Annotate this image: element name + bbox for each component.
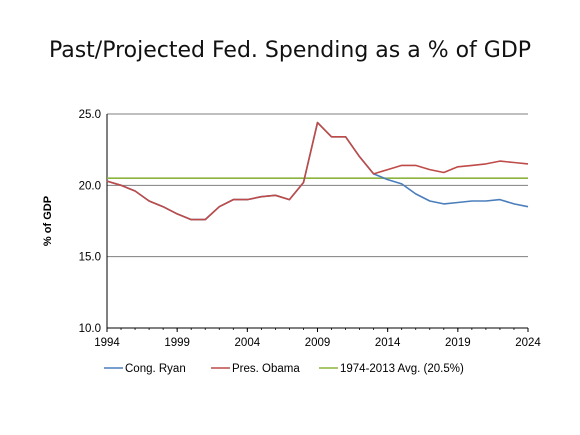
chart-title: Past/Projected Fed. Spending as a % of G… — [48, 38, 532, 63]
x-tick-label: 2009 — [305, 337, 331, 349]
x-tick-label: 1994 — [94, 337, 120, 349]
x-tick-label: 2024 — [515, 337, 541, 349]
x-tick-labels: 1994 1999 2004 2009 2014 2019 2024 — [94, 337, 541, 349]
y-axis-label: % of GDP — [42, 196, 54, 246]
x-tick-label: 2019 — [445, 337, 471, 349]
x-tick-label: 1999 — [164, 337, 190, 349]
x-tick-label: 2004 — [235, 337, 261, 349]
legend-label: Pres. Obama — [232, 363, 300, 375]
series-line-0 — [106, 121, 529, 221]
series-line-1 — [106, 121, 529, 221]
axes — [106, 114, 529, 332]
y-tick-label: 15.0 — [79, 252, 101, 264]
x-tick-label: 2014 — [375, 337, 401, 349]
legend-label: 1974-2013 Avg. (20.5%) — [340, 363, 464, 375]
y-tick-label: 10.0 — [79, 323, 101, 335]
y-tick-labels: 10.0 15.0 20.0 25.0 — [79, 109, 101, 335]
legend-label: Cong. Ryan — [125, 363, 186, 375]
gridlines — [107, 113, 528, 329]
y-tick-label: 20.0 — [79, 180, 101, 192]
legend: Cong. Ryan Pres. Obama 1974-2013 Avg. (20.… — [104, 363, 464, 375]
y-tick-label: 25.0 — [79, 109, 101, 121]
series-lines — [106, 121, 529, 221]
